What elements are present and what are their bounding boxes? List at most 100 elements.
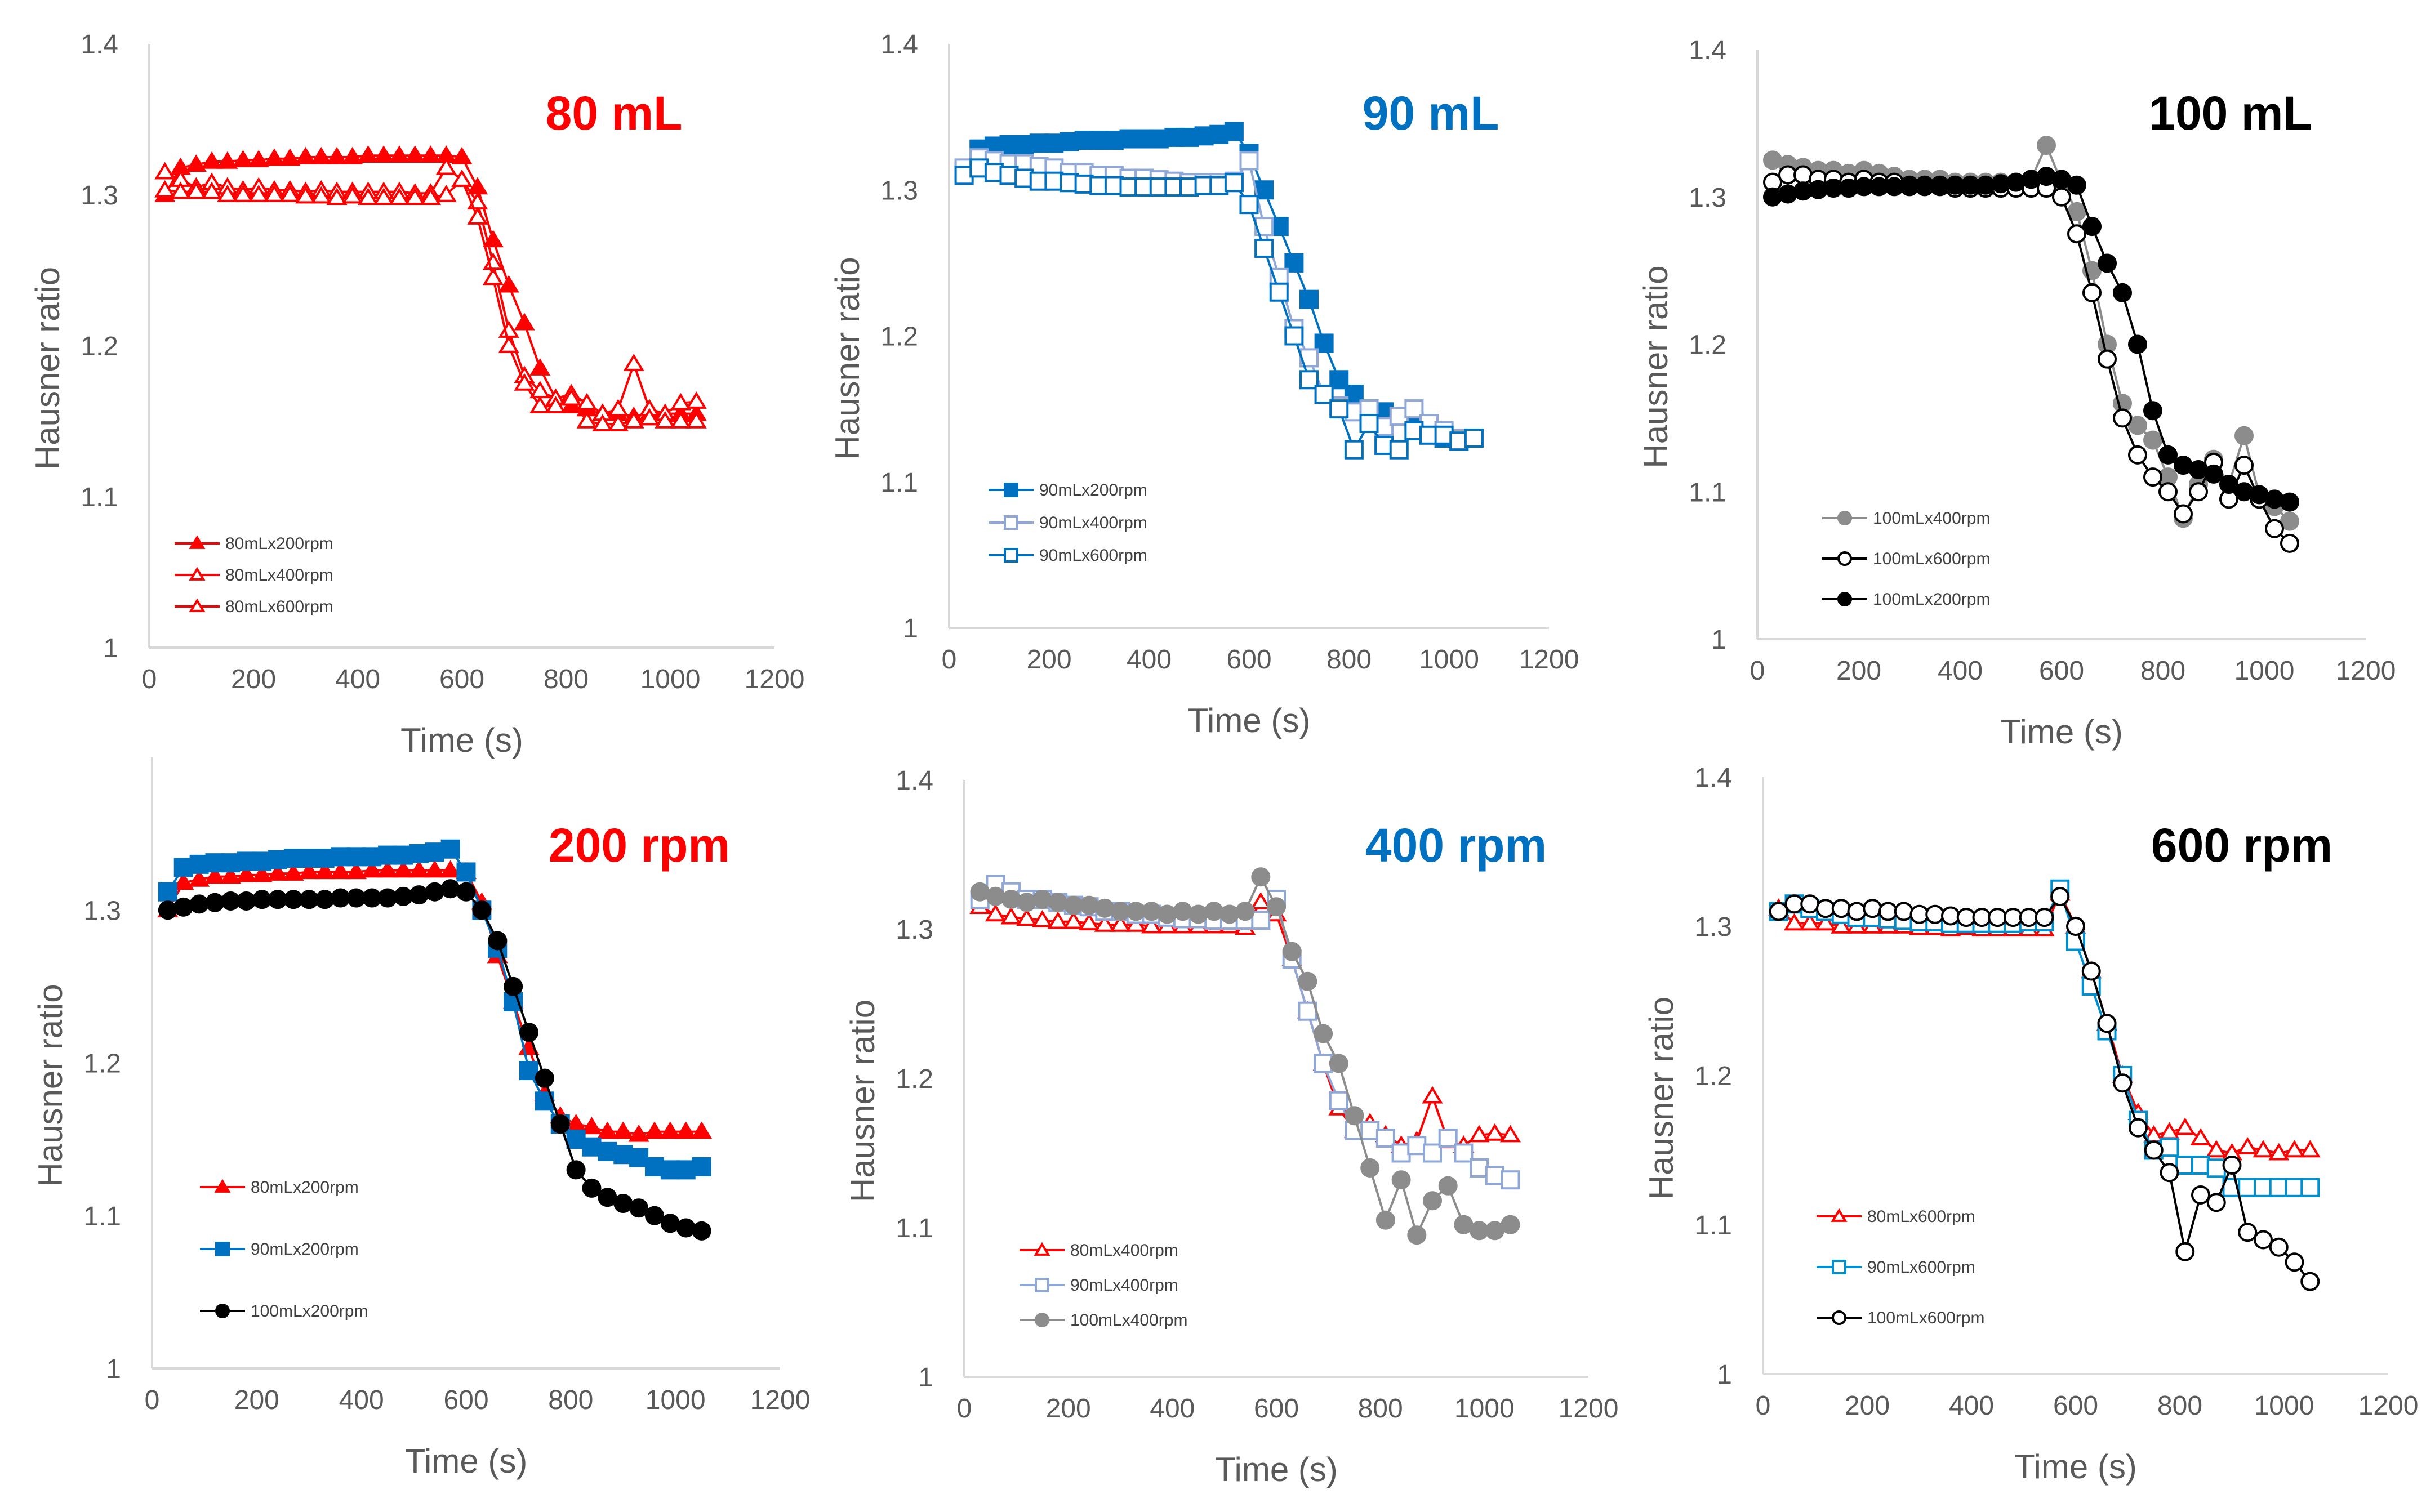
y-tick-label: 1 [1717,1360,1732,1390]
data-point [550,1114,570,1134]
data-point [1454,1143,1474,1163]
data-point [1094,914,1115,932]
data-point [189,854,209,874]
data-point [1438,1129,1458,1148]
series-100mLx200rpm [1763,167,2299,512]
data-point [1464,428,1484,448]
legend-label: 90mLx200rpm [251,1240,359,1259]
data-point [389,145,410,163]
data-point [2144,1140,2164,1160]
data-point [1344,440,1364,460]
data-point [248,184,269,202]
chart-panel-4: 0 200 400 600 800 1000 1200 1 1.1 1.2 1.3 Time (s) H… [32,757,810,1480]
data-point [2128,334,2147,354]
series-90mLx200rpm [158,839,711,1180]
y-tick-label: 1.3 [880,176,918,206]
data-point [1454,1215,1474,1234]
data-point [295,146,317,164]
legend-label: 80mLx200rpm [251,1178,359,1197]
x-tick-label: 1200 [2336,656,2396,686]
y-tick-label: 1.1 [81,483,118,512]
x-tick-label: 1000 [646,1385,706,1415]
data-point [2174,504,2193,524]
data-point [326,146,348,164]
legend-item: 100mLx200rpm [200,1302,368,1321]
data-point [361,860,382,878]
y-tick-label: 1.3 [81,181,118,211]
legend-label: 80mLx600rpm [225,597,333,616]
data-point [655,411,676,429]
data-point [435,184,457,202]
data-point [377,860,398,878]
data-point [158,882,177,902]
data-point [498,335,519,353]
data-point [1988,908,2007,927]
data-point [1239,151,1259,171]
data-point [1470,1221,1489,1241]
panel-title: 400 rpm [1365,819,1547,872]
data-point [1847,902,1867,921]
data-point [691,1121,713,1139]
x-tick-label: 800 [1358,1394,1403,1424]
data-point [1783,913,1805,931]
x-tick-label: 200 [234,1385,279,1415]
data-point [2004,908,2023,927]
data-point [389,188,410,206]
data-point [1389,440,1409,460]
data-point [404,188,426,206]
x-tick-label: 0 [1756,1391,1771,1421]
data-point [1095,898,1115,918]
data-point [279,148,301,166]
data-point [346,847,366,867]
data-point [2019,908,2038,927]
data-point [675,1121,697,1139]
legend-marker [1837,551,1852,566]
data-point [1831,916,1852,934]
data-point [331,888,350,908]
data-point [409,844,429,863]
data-point [2113,408,2132,428]
legend-item: 80mLx400rpm [175,566,333,585]
data-point [2234,456,2254,475]
series-line [167,887,702,1232]
data-point [1314,1054,1333,1073]
data-point [299,862,320,880]
data-point [1359,414,1379,434]
legend-label: 90mLx600rpm [1039,546,1147,565]
x-tick-label: 400 [1127,645,1172,675]
data-point [1799,913,1820,931]
data-point [1778,184,1797,204]
data-point [1878,902,1898,921]
data-point [252,851,272,871]
data-point [2143,430,2162,450]
data-point [394,845,413,865]
data-point [267,863,288,881]
data-point [1941,906,1960,926]
data-point [154,162,176,180]
data-point [1111,902,1130,921]
data-point [1438,1176,1458,1196]
y-tick-label: 1.3 [1694,912,1732,942]
data-point [295,186,317,204]
data-point [519,1061,538,1081]
y-tick-label: 1 [918,1363,933,1393]
data-point [299,849,319,868]
data-point [268,890,287,909]
legend-item: 80mLx400rpm [1020,1241,1178,1260]
data-point [576,411,598,429]
data-point [2129,1118,2148,1138]
data-point [2206,1193,2226,1212]
data-point [408,860,430,878]
data-point [264,148,285,166]
series-line [963,157,1474,439]
data-point [613,1194,633,1214]
y-tick-label: 1.4 [880,30,918,60]
series-80mLx600rpm [154,170,707,432]
data-point [201,181,222,199]
x-tick-label: 1200 [1519,645,1579,675]
legend-marker [1035,1313,1049,1327]
data-point [1815,913,1836,931]
data-point [607,414,629,432]
data-point [498,275,519,293]
data-point [1391,1143,1411,1163]
